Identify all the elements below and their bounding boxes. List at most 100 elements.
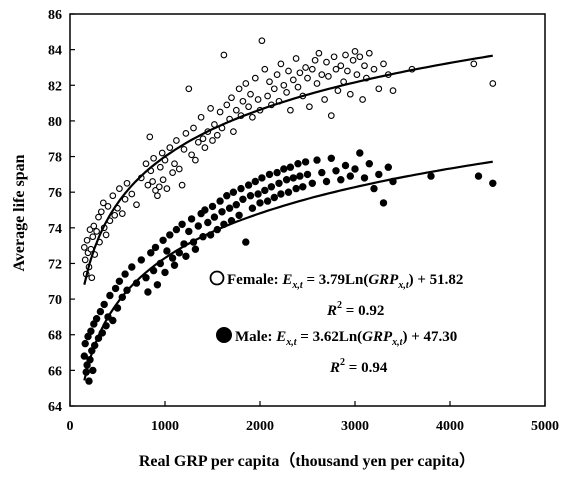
- male-data-point: [153, 281, 162, 289]
- y-tick-label: 86: [48, 8, 62, 23]
- y-tick-label: 76: [48, 186, 62, 201]
- female-data-point: [294, 83, 302, 91]
- female-data-point: [190, 124, 197, 132]
- male-data-point: [229, 188, 238, 196]
- female-data-point: [330, 53, 338, 61]
- male-data-point: [294, 160, 302, 168]
- male-data-point: [273, 168, 281, 177]
- female-data-point: [142, 160, 150, 168]
- female-data-point: [90, 222, 98, 230]
- female-data-point: [209, 137, 216, 144]
- male-data-point: [327, 154, 335, 163]
- female-data-point: [342, 51, 349, 59]
- male-data-point: [280, 165, 288, 173]
- male-data-point: [489, 179, 497, 188]
- male-data-point: [246, 192, 255, 200]
- female-data-point: [315, 49, 323, 57]
- y-tick-label: 80: [48, 115, 62, 130]
- male-data-point: [332, 167, 340, 175]
- legend-male-marker: [216, 327, 232, 343]
- female-data-point: [327, 112, 335, 119]
- male-data-point: [299, 183, 307, 191]
- male-data-point: [351, 165, 359, 173]
- female-data-point: [304, 74, 311, 82]
- y-tick-label: 66: [48, 364, 62, 379]
- female-data-point: [128, 190, 136, 198]
- female-data-point: [277, 60, 285, 68]
- male-data-point: [318, 168, 326, 177]
- y-tick-label: 78: [48, 151, 62, 166]
- female-data-point: [89, 233, 97, 241]
- female-data-point: [323, 58, 330, 66]
- female-data-point: [232, 106, 240, 114]
- female-data-point: [356, 53, 364, 61]
- female-data-point: [133, 201, 140, 209]
- male-data-point: [239, 195, 247, 204]
- female-data-point: [306, 103, 313, 111]
- female-data-point: [201, 144, 209, 151]
- female-data-point: [175, 165, 183, 173]
- female-data-point: [192, 156, 199, 164]
- male-data-point: [225, 204, 234, 212]
- female-data-point: [155, 183, 163, 191]
- male-data-point: [256, 199, 264, 207]
- male-data-point: [92, 315, 101, 323]
- male-data-point: [232, 201, 241, 209]
- female-data-point: [353, 71, 361, 78]
- male-data-point: [115, 277, 124, 285]
- x-tick-label: 4000: [436, 419, 464, 434]
- female-data-point: [308, 65, 316, 73]
- female-data-point: [380, 60, 387, 68]
- female-data-point: [245, 103, 252, 111]
- y-tick-label: 70: [48, 293, 62, 308]
- male-data-point: [235, 211, 243, 220]
- female-data-point: [150, 154, 157, 162]
- male-data-point: [356, 149, 364, 157]
- x-axis-ticks: 0 1000 2000 3000 4000 5000: [67, 401, 559, 434]
- female-data-point: [318, 71, 326, 78]
- male-data-point: [128, 263, 136, 271]
- female-data-point: [228, 94, 235, 102]
- male-data-point: [204, 218, 212, 227]
- female-data-point: [154, 192, 161, 200]
- male-data-point: [292, 184, 300, 193]
- female-data-point: [254, 96, 262, 103]
- male-data-point: [275, 179, 283, 188]
- female-data-point: [273, 71, 281, 78]
- male-data-point: [322, 177, 331, 186]
- female-data-point: [285, 67, 292, 75]
- male-data-point: [427, 172, 435, 180]
- y-tick-label: 74: [48, 222, 62, 237]
- male-data-point: [263, 197, 272, 205]
- female-data-point: [111, 211, 119, 219]
- x-axis-title: Real GRP per capita（thousand yen per cap…: [139, 452, 475, 470]
- male-data-point: [218, 208, 226, 216]
- male-data-point: [89, 366, 97, 375]
- female-data-point: [489, 80, 497, 87]
- female-data-point: [270, 85, 278, 93]
- x-tick-label: 1000: [151, 419, 179, 434]
- female-data-point: [332, 65, 340, 73]
- female-data-point: [166, 144, 174, 151]
- female-data-point: [180, 146, 188, 153]
- male-data-point: [121, 270, 129, 278]
- female-data-point: [95, 213, 102, 221]
- legend-female-marker: [209, 270, 225, 286]
- female-data-point: [199, 135, 207, 143]
- female-data-point: [389, 87, 397, 94]
- female-data-point: [321, 96, 328, 103]
- male-data-point: [308, 179, 316, 188]
- female-data-point: [470, 60, 478, 68]
- male-data-point: [289, 174, 297, 182]
- female-data-point: [261, 65, 269, 73]
- male-data-point: [265, 170, 274, 179]
- male-data-point: [81, 339, 89, 348]
- female-data-point: [334, 87, 342, 94]
- male-data-point: [248, 204, 257, 212]
- male-data-point: [96, 307, 105, 316]
- female-data-point: [116, 185, 123, 192]
- male-data-point: [360, 174, 369, 182]
- female-data-point: [188, 151, 195, 159]
- female-data-point: [93, 228, 100, 235]
- legend-male-r2: R2 = 0.94: [329, 357, 388, 376]
